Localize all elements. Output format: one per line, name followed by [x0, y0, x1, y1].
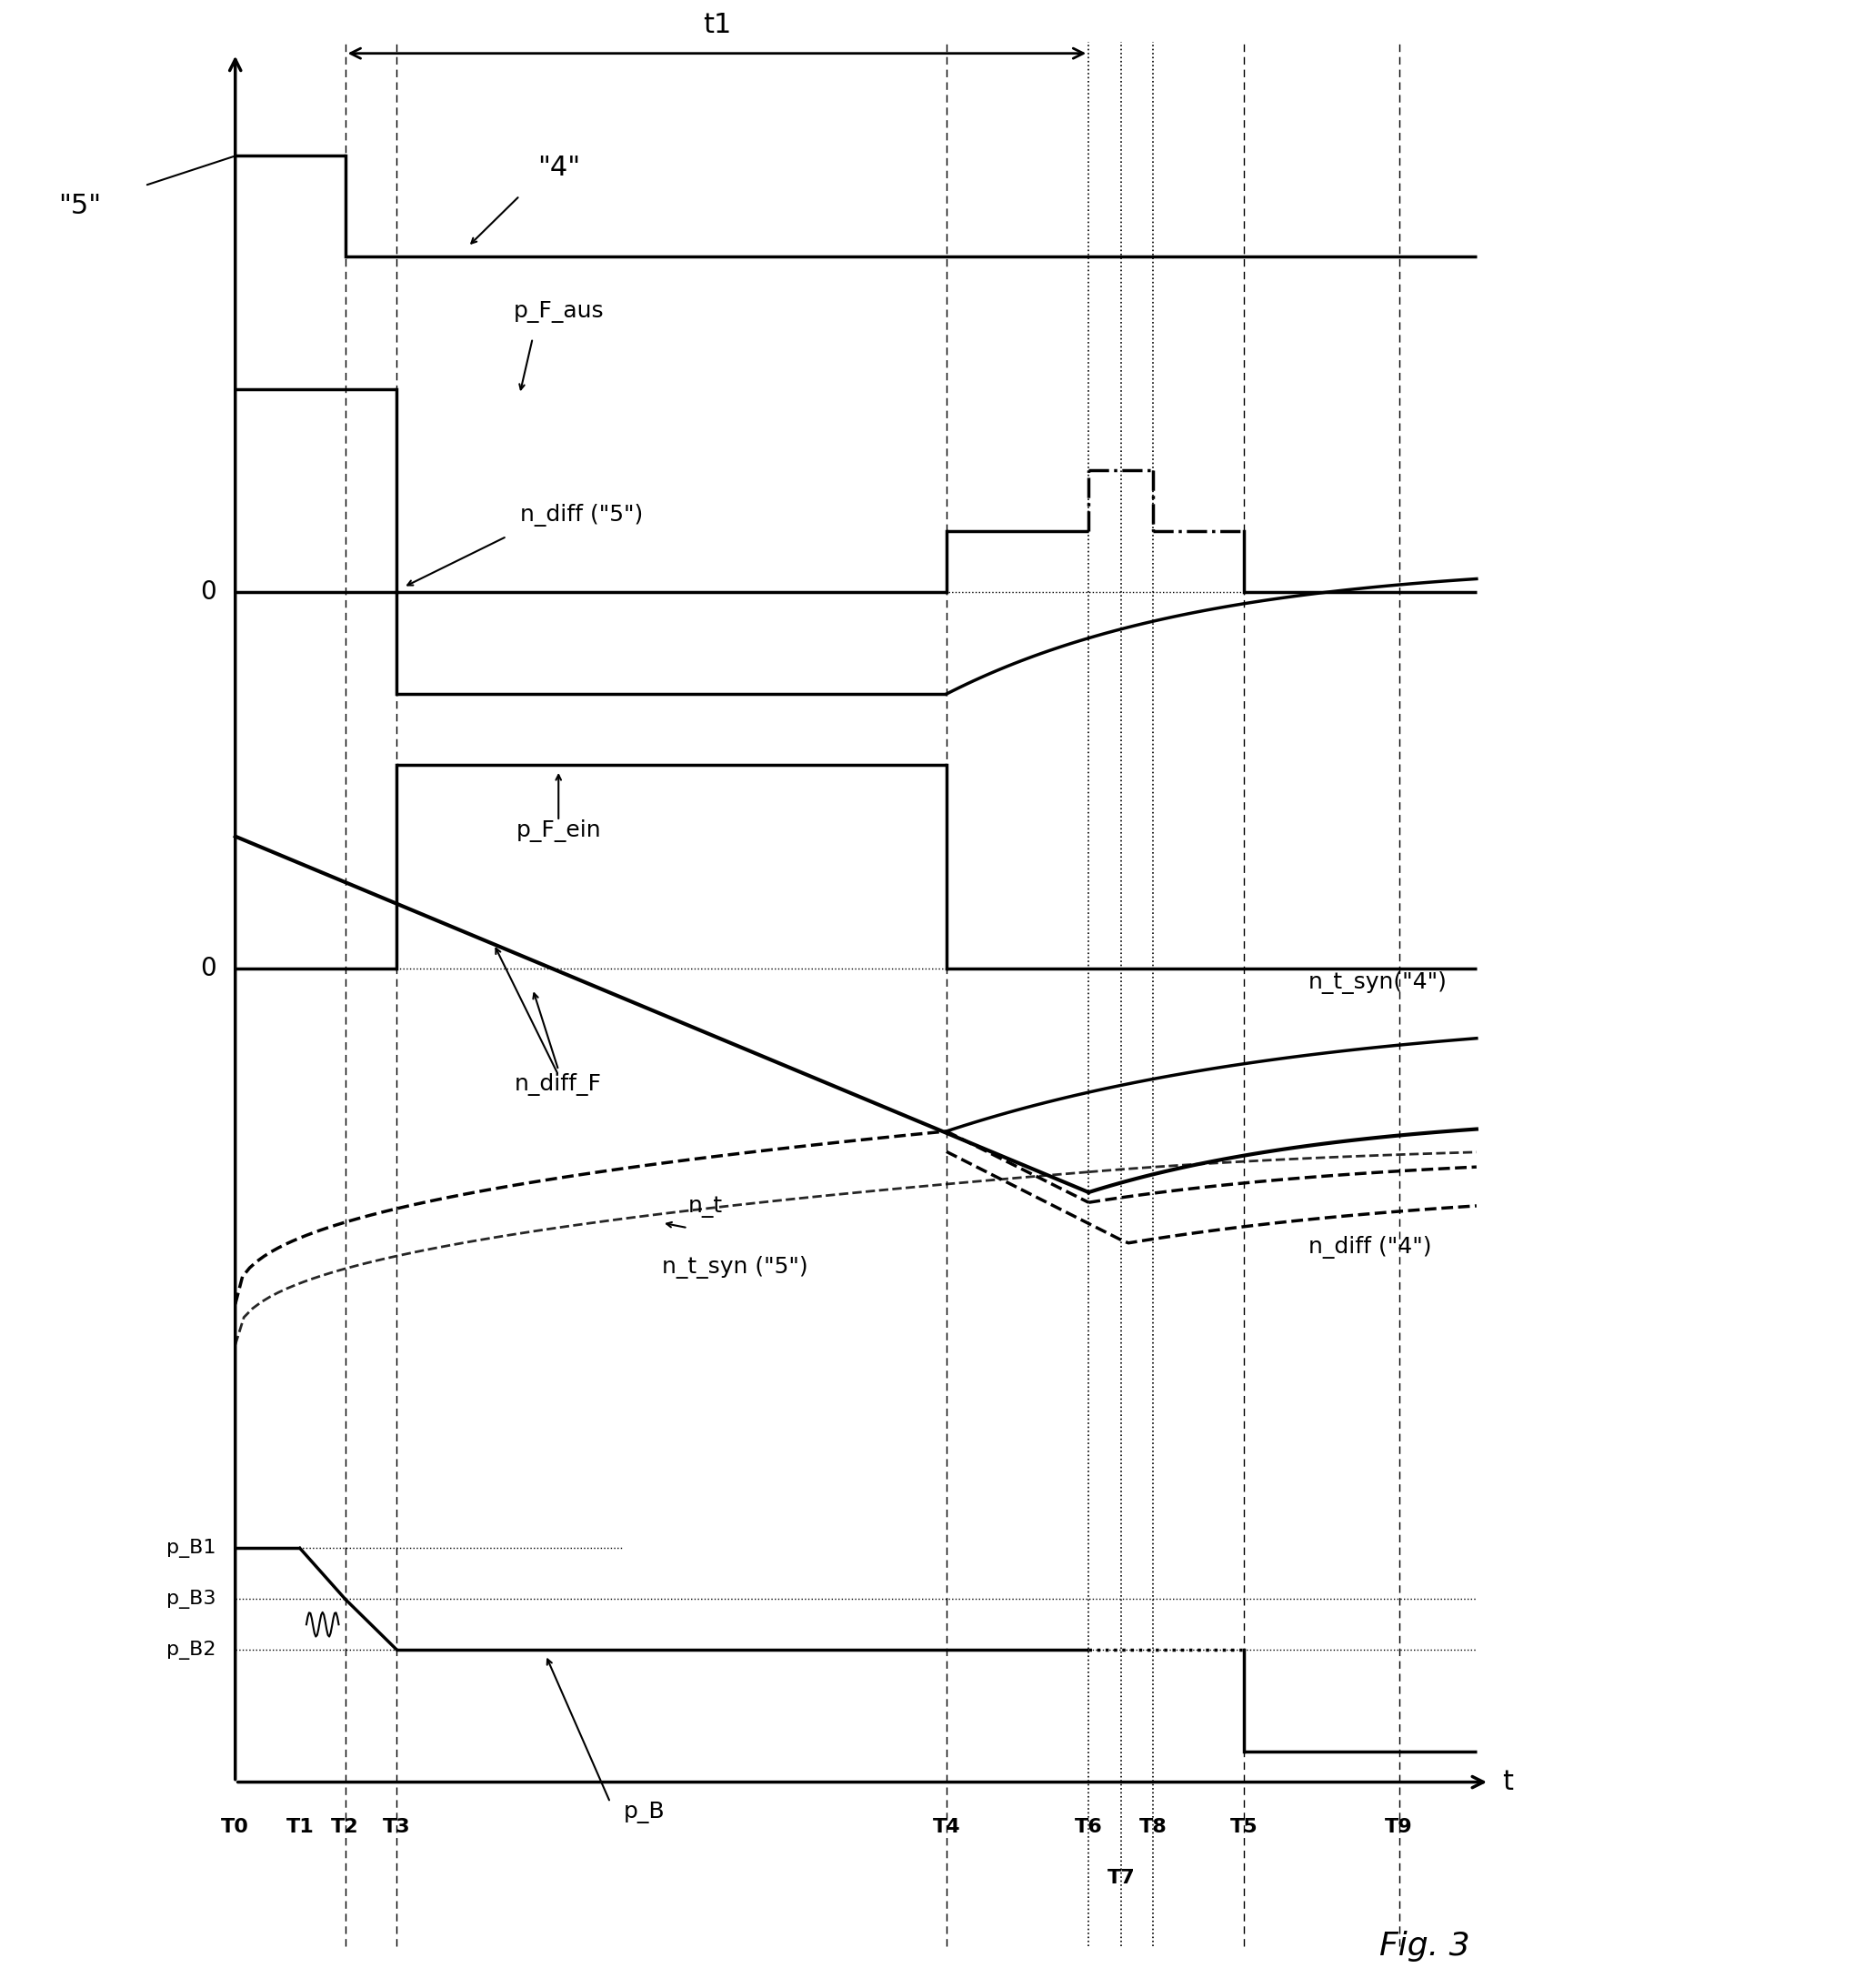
Text: n_t_syn("4"): n_t_syn("4") [1309, 972, 1448, 994]
Text: n_diff ("4"): n_diff ("4") [1309, 1237, 1431, 1258]
Text: p_B3: p_B3 [167, 1590, 215, 1608]
Text: T4: T4 [933, 1817, 960, 1835]
Text: n_t: n_t [688, 1197, 723, 1219]
Text: p_B: p_B [623, 1801, 664, 1823]
Text: T0: T0 [221, 1817, 248, 1835]
Text: p_F_aus: p_F_aus [514, 302, 604, 324]
Text: p_B1: p_B1 [167, 1539, 215, 1559]
Text: n_diff_F: n_diff_F [515, 1074, 603, 1095]
Text: 0: 0 [200, 580, 215, 604]
Text: t1: t1 [703, 12, 730, 38]
Text: t: t [1502, 1769, 1513, 1795]
Text: "4": "4" [538, 155, 580, 181]
Text: n_diff ("5"): n_diff ("5") [519, 503, 643, 527]
Text: 0: 0 [200, 956, 215, 982]
Text: T8: T8 [1140, 1817, 1168, 1835]
Text: T3: T3 [384, 1817, 412, 1835]
Text: p_F_ein: p_F_ein [515, 819, 601, 841]
Text: T7: T7 [1107, 1869, 1135, 1887]
Text: T9: T9 [1385, 1817, 1413, 1835]
Text: Fig. 3: Fig. 3 [1379, 1930, 1470, 1962]
Text: T5: T5 [1229, 1817, 1257, 1835]
Text: n_t_syn ("5"): n_t_syn ("5") [662, 1256, 808, 1278]
Text: p_B2: p_B2 [167, 1640, 215, 1660]
Text: T1: T1 [286, 1817, 313, 1835]
Text: T2: T2 [332, 1817, 360, 1835]
Text: T6: T6 [1075, 1817, 1103, 1835]
Text: "5": "5" [59, 193, 102, 219]
